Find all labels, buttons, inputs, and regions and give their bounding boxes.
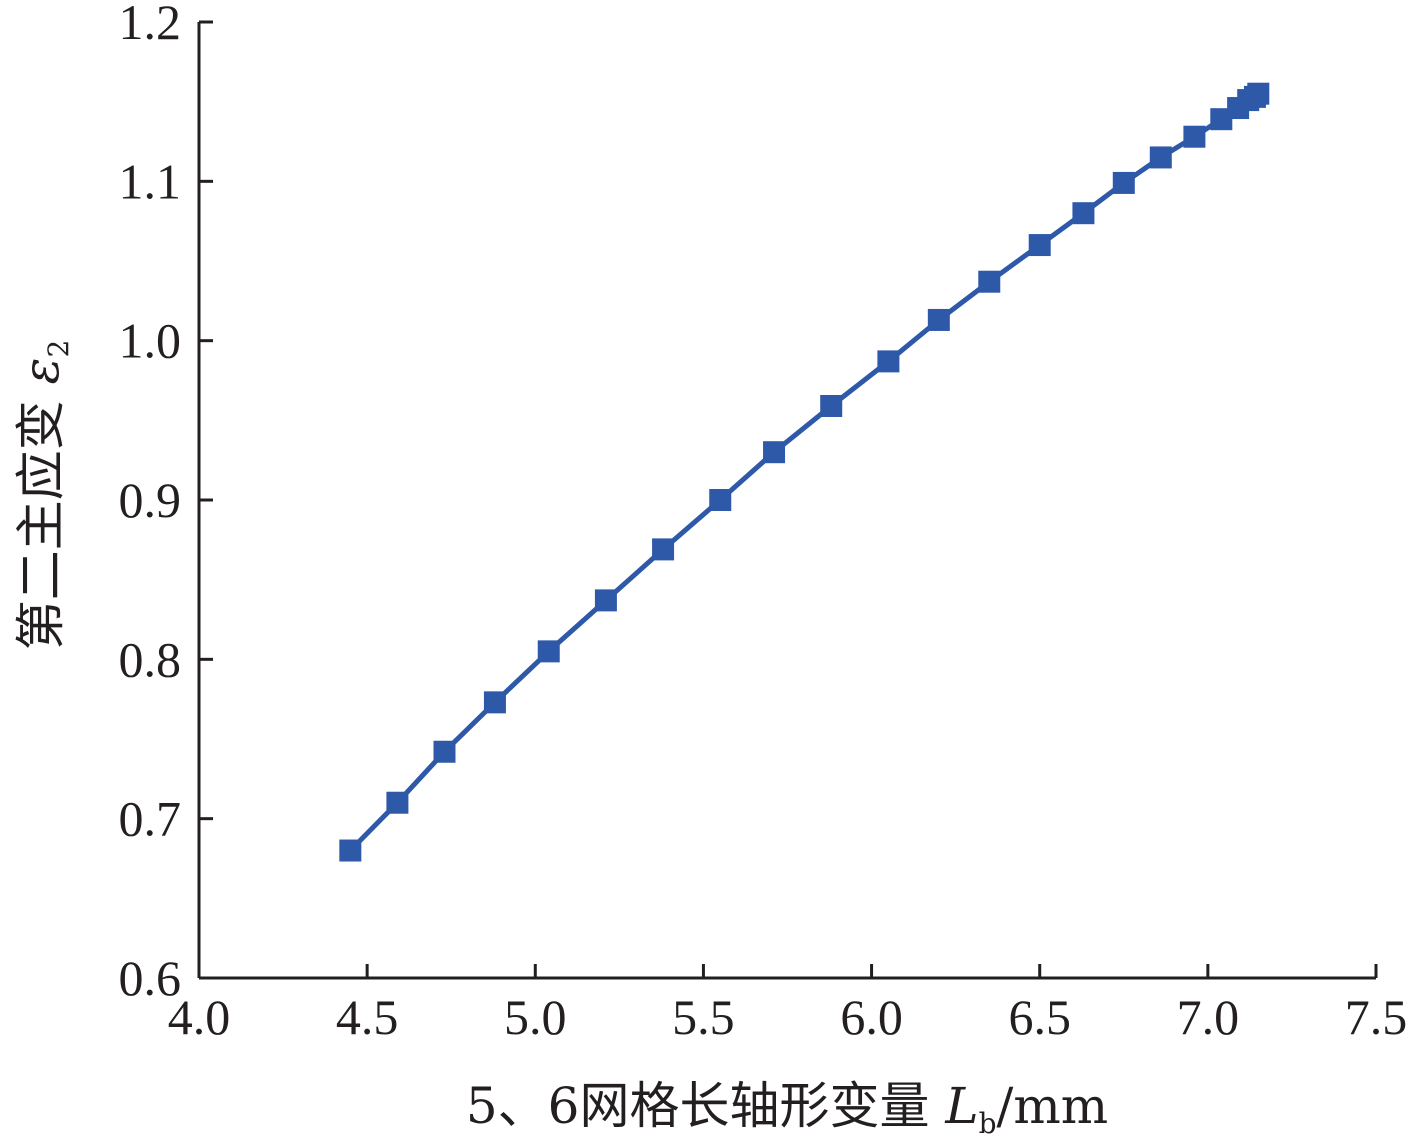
axes bbox=[197, 20, 1378, 980]
data-point bbox=[978, 270, 1001, 293]
x-tick-label: 5.5 bbox=[672, 989, 735, 1045]
tick-labels: 0.6 0.7 0.8 0.9 1.0 1.1 1.2 4.0 4.5 5.0 5.5 6.0 6.5 7… bbox=[119, 0, 1408, 1045]
x-axis-title: 5、6网格长轴形变量 Lb/mm bbox=[466, 1077, 1108, 1136]
data-point bbox=[1149, 146, 1172, 169]
data-point bbox=[1028, 234, 1051, 257]
data-point bbox=[820, 394, 843, 417]
x-tick-label: 7.5 bbox=[1345, 989, 1408, 1045]
y-tick-label: 0.8 bbox=[119, 631, 182, 687]
series-line bbox=[348, 91, 1261, 853]
y-tick-label: 1.2 bbox=[119, 0, 182, 50]
data-point bbox=[1247, 82, 1270, 105]
data-point bbox=[652, 538, 675, 561]
data-point bbox=[1183, 125, 1206, 148]
data-point bbox=[1210, 108, 1233, 131]
data-point bbox=[1072, 202, 1095, 225]
data-point bbox=[339, 839, 362, 862]
y-tick-label: 1.1 bbox=[119, 153, 182, 209]
data-point bbox=[877, 350, 900, 373]
x-tick-label: 7.0 bbox=[1177, 989, 1240, 1045]
x-tick-label: 6.0 bbox=[840, 989, 903, 1045]
data-point bbox=[483, 691, 506, 714]
data-point bbox=[386, 791, 409, 814]
data-point bbox=[433, 740, 456, 763]
x-tick-label: 6.5 bbox=[1008, 989, 1071, 1045]
data-point bbox=[927, 308, 950, 331]
y-tick-label: 0.9 bbox=[119, 472, 182, 528]
data-point bbox=[709, 489, 732, 511]
data-point bbox=[537, 640, 560, 663]
y-tick-label: 0.7 bbox=[119, 791, 182, 847]
data-point bbox=[594, 589, 617, 612]
x-tick-label: 5.0 bbox=[504, 989, 567, 1045]
y-axis-title: 第二主应变 ε2 bbox=[12, 340, 75, 651]
data-series bbox=[339, 82, 1270, 862]
y-tick-label: 1.0 bbox=[119, 313, 182, 369]
data-point bbox=[1112, 171, 1135, 194]
x-tick-label: 4.0 bbox=[168, 989, 231, 1045]
data-point bbox=[763, 441, 786, 464]
x-tick-label: 4.5 bbox=[336, 989, 399, 1045]
y-tick-label: 0.6 bbox=[119, 950, 182, 1006]
